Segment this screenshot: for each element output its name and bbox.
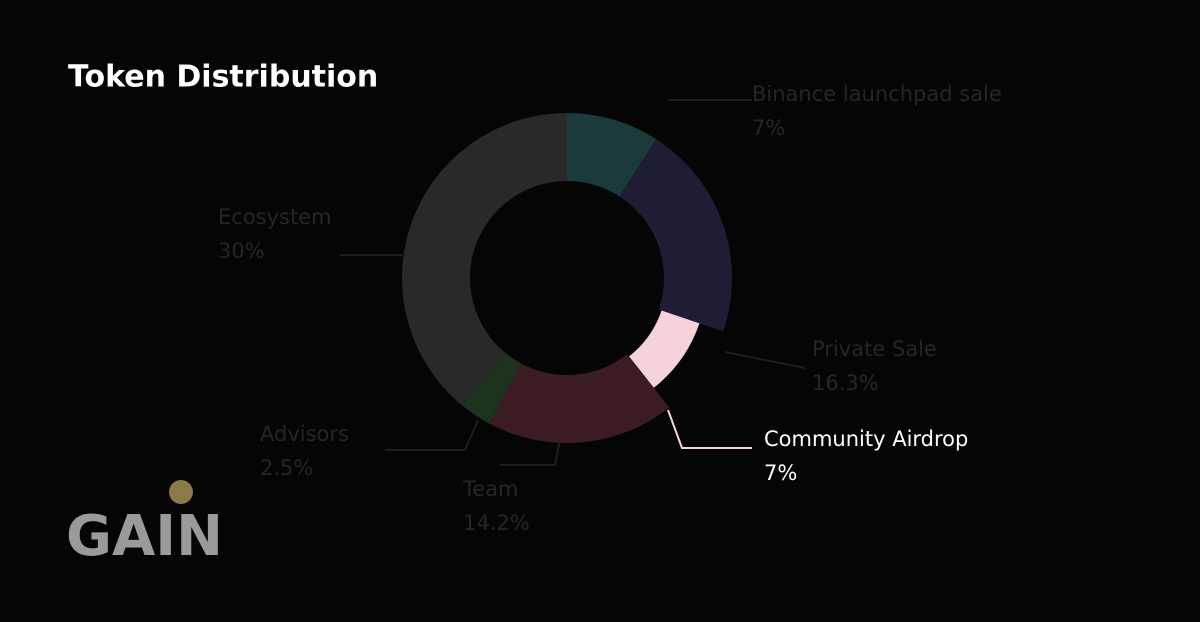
leader-line <box>667 409 752 449</box>
segment-value-label: 7% <box>764 461 797 485</box>
segment-label: Private Sale <box>812 337 937 361</box>
segment-value-label: 30% <box>218 239 265 263</box>
donut-segment <box>619 139 733 332</box>
segment-label: Community Airdrop <box>764 427 968 451</box>
donut-segment <box>461 352 522 424</box>
donut-segment <box>567 113 657 197</box>
segment-label: Advisors <box>260 422 349 446</box>
title: Token Distribution <box>68 60 378 95</box>
donut-segment <box>402 113 567 405</box>
leader-line <box>724 351 806 369</box>
donut-segment <box>629 310 700 388</box>
segment-value-label: 2.5% <box>260 456 313 480</box>
logo: GAIN <box>66 504 223 569</box>
segment-value-label: 7% <box>752 116 785 140</box>
segment-value-label: 14.2% <box>463 511 530 535</box>
segment-label: Team <box>462 477 519 501</box>
donut-segment <box>489 354 670 443</box>
segment-value-label: 16.3% <box>812 371 879 395</box>
donut-chart: Binance launchpad sale 7% Private Sale 16.3… <box>218 82 1002 535</box>
segment-label: Ecosystem <box>218 205 332 229</box>
segment-label: Binance launchpad sale <box>752 82 1002 106</box>
leader-line <box>385 419 479 451</box>
logo-coin <box>169 480 193 504</box>
leader-line <box>500 439 561 466</box>
